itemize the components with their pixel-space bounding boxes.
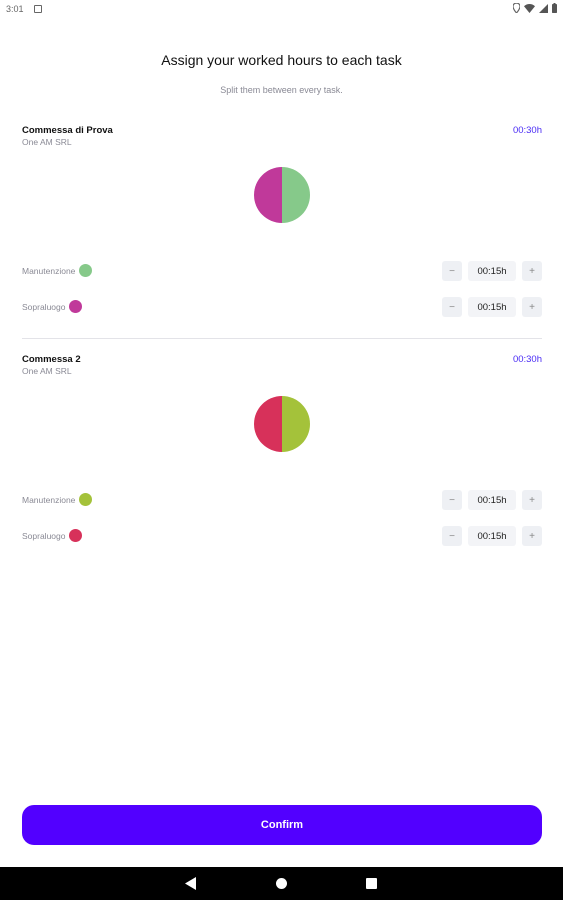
task-label: Sopraluogo bbox=[22, 530, 66, 541]
pie-slice-manutenzione bbox=[282, 396, 310, 452]
task-row: Manutenzione − 00:15h + bbox=[22, 490, 542, 510]
recents-icon[interactable] bbox=[366, 878, 377, 889]
increment-button[interactable]: + bbox=[522, 297, 542, 317]
project-name: Commessa di Prova bbox=[22, 125, 113, 136]
task-row: Manutenzione − 00:15h + bbox=[22, 261, 542, 281]
increment-button[interactable]: + bbox=[522, 261, 542, 281]
page-subtitle: Split them between every task. bbox=[220, 85, 343, 95]
pie-slice-manutenzione bbox=[282, 167, 310, 223]
project-total-hours: 00:30h bbox=[512, 354, 542, 365]
decrement-button[interactable]: − bbox=[442, 297, 462, 317]
decrement-button[interactable]: − bbox=[442, 490, 462, 510]
confirm-button[interactable]: Confirm bbox=[22, 805, 542, 845]
pie-slice-sopraluogo bbox=[254, 396, 282, 452]
task-color-dot bbox=[69, 529, 83, 542]
project-header: Commessa 2 One AM SRL 00:30h bbox=[22, 354, 542, 382]
project-card: Commessa di Prova One AM SRL 00:30h Manu… bbox=[22, 125, 542, 325]
time-value[interactable]: 00:15h bbox=[468, 526, 516, 546]
status-time: 3:01 bbox=[6, 4, 24, 14]
increment-button[interactable]: + bbox=[522, 490, 542, 510]
task-label: Sopraluogo bbox=[22, 301, 66, 312]
wifi-icon bbox=[524, 3, 535, 13]
project-client: One AM SRL bbox=[22, 137, 72, 147]
home-icon[interactable] bbox=[276, 878, 287, 889]
status-bar: 3:01 bbox=[0, 0, 563, 20]
time-value[interactable]: 00:15h bbox=[468, 261, 516, 281]
time-value[interactable]: 00:15h bbox=[468, 297, 516, 317]
project-header: Commessa di Prova One AM SRL 00:30h bbox=[22, 125, 542, 153]
task-color-dot bbox=[79, 493, 93, 506]
pie-chart bbox=[254, 396, 310, 452]
task-label: Manutenzione bbox=[22, 494, 76, 505]
page-title: Assign your worked hours to each task bbox=[161, 52, 402, 68]
time-value[interactable]: 00:15h bbox=[468, 490, 516, 510]
project-client: One AM SRL bbox=[22, 366, 72, 376]
decrement-button[interactable]: − bbox=[442, 526, 462, 546]
time-stepper: − 00:15h + bbox=[442, 261, 542, 281]
divider bbox=[22, 338, 542, 339]
pie-chart bbox=[254, 167, 310, 223]
time-stepper: − 00:15h + bbox=[442, 490, 542, 510]
pie-slice-sopraluogo bbox=[254, 167, 282, 223]
time-stepper: − 00:15h + bbox=[442, 297, 542, 317]
task-color-dot bbox=[69, 300, 83, 313]
signal-icon bbox=[539, 3, 548, 13]
increment-button[interactable]: + bbox=[522, 526, 542, 546]
project-name: Commessa 2 bbox=[22, 354, 81, 365]
battery-icon bbox=[552, 3, 557, 13]
decrement-button[interactable]: − bbox=[442, 261, 462, 281]
task-row: Sopraluogo − 00:15h + bbox=[22, 297, 542, 317]
task-label: Manutenzione bbox=[22, 265, 76, 276]
task-color-dot bbox=[79, 264, 93, 277]
task-row: Sopraluogo − 00:15h + bbox=[22, 526, 542, 546]
back-icon[interactable] bbox=[185, 877, 197, 890]
project-card: Commessa 2 One AM SRL 00:30h Manutenzion… bbox=[22, 354, 542, 554]
time-stepper: − 00:15h + bbox=[442, 526, 542, 546]
navigation-bar bbox=[0, 867, 563, 900]
project-total-hours: 00:30h bbox=[512, 125, 542, 136]
location-icon bbox=[513, 3, 520, 13]
notification-icon bbox=[34, 5, 42, 13]
